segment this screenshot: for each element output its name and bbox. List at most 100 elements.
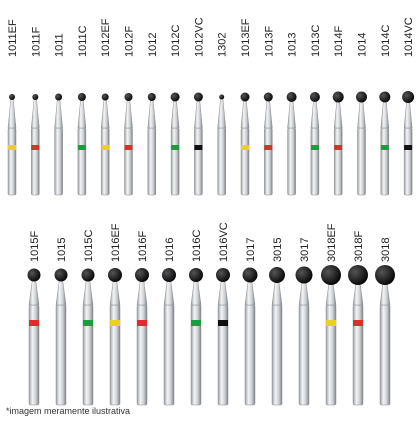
bur-head bbox=[332, 91, 344, 103]
color-band bbox=[380, 145, 389, 150]
bur-neck bbox=[170, 96, 180, 129]
bur-neck bbox=[217, 96, 226, 129]
color-band bbox=[218, 320, 228, 326]
bur-neck bbox=[240, 96, 250, 129]
bur-shank bbox=[310, 127, 320, 196]
bur-head bbox=[170, 92, 180, 102]
bur-code: 3018F bbox=[353, 231, 365, 262]
bur-head bbox=[108, 268, 122, 282]
bur-code: 1013EF bbox=[240, 18, 252, 57]
color-band bbox=[404, 145, 413, 150]
color-band bbox=[83, 320, 93, 326]
color-band bbox=[191, 320, 201, 326]
color-band bbox=[124, 145, 133, 150]
bur-head bbox=[286, 92, 297, 102]
bur-neck bbox=[264, 96, 273, 129]
bur-code: 1011 bbox=[54, 33, 66, 57]
bur-code: 1013C bbox=[310, 25, 322, 57]
bur-head bbox=[295, 266, 313, 284]
bur-neck bbox=[7, 96, 17, 129]
bur-code: 1016C bbox=[191, 230, 203, 262]
bur-head bbox=[81, 268, 95, 282]
bur-code: 1013F bbox=[263, 26, 275, 57]
color-band bbox=[31, 145, 40, 150]
color-band bbox=[241, 145, 249, 150]
bur-shank bbox=[244, 304, 256, 406]
bur-shank bbox=[379, 304, 391, 406]
bur-shank bbox=[55, 304, 67, 406]
footer-note: *imagem meramente ilustrativa bbox=[6, 406, 130, 416]
color-band bbox=[110, 320, 120, 326]
color-band bbox=[8, 145, 16, 150]
bur-head bbox=[193, 92, 203, 102]
bur-head bbox=[32, 94, 39, 100]
bur-neck bbox=[54, 96, 63, 129]
bur-code: 3015 bbox=[272, 238, 284, 262]
bur-head bbox=[147, 93, 156, 101]
color-band bbox=[101, 145, 110, 150]
bur-head bbox=[348, 265, 368, 285]
bur-head bbox=[101, 93, 109, 101]
bur-shank bbox=[217, 127, 226, 196]
bur-code: 1016EF bbox=[110, 223, 122, 262]
bur-neck bbox=[31, 96, 40, 129]
bur-code: 1012VC bbox=[193, 17, 205, 57]
color-band bbox=[137, 320, 147, 326]
color-band bbox=[353, 320, 363, 326]
bur-head bbox=[9, 94, 15, 100]
bur-shank bbox=[357, 127, 366, 196]
color-band bbox=[264, 145, 273, 150]
bur-shank bbox=[380, 127, 390, 196]
bur-code: 1014C bbox=[380, 25, 392, 57]
bur-code: 1016VC bbox=[218, 222, 230, 262]
bur-shank bbox=[77, 127, 87, 196]
bur-code: 1011F bbox=[30, 26, 42, 57]
bur-code: 1014 bbox=[357, 33, 369, 57]
bur-head bbox=[55, 93, 63, 101]
bur-head bbox=[242, 267, 258, 283]
bur-shank bbox=[194, 127, 203, 196]
bur-shank bbox=[170, 127, 180, 196]
bur-head bbox=[263, 92, 273, 102]
color-band bbox=[77, 145, 86, 150]
bur-shank bbox=[298, 304, 310, 406]
bur-head bbox=[240, 92, 250, 102]
bur-head bbox=[162, 268, 176, 282]
bur-head bbox=[27, 268, 41, 282]
bur-neck bbox=[100, 96, 110, 129]
bur-code: 1016F bbox=[137, 231, 149, 262]
color-band bbox=[194, 145, 203, 150]
bur-neck bbox=[147, 96, 157, 129]
color-band bbox=[334, 145, 343, 150]
bur-head bbox=[219, 94, 225, 100]
bur-shank bbox=[403, 127, 413, 196]
bur-head bbox=[135, 268, 149, 282]
bur-head bbox=[77, 93, 86, 101]
color-band bbox=[326, 320, 336, 326]
bur-head bbox=[356, 91, 367, 103]
bur-code: 1012F bbox=[124, 26, 136, 57]
bur-shank bbox=[31, 127, 40, 196]
bur-neck bbox=[77, 96, 87, 129]
bur-head bbox=[54, 268, 68, 282]
bur-code: 1011C bbox=[77, 25, 89, 57]
color-band bbox=[310, 145, 319, 150]
bur-shank bbox=[124, 127, 133, 196]
bur-code: 1012 bbox=[147, 33, 159, 57]
bur-shank bbox=[147, 127, 157, 196]
bur-shank bbox=[287, 127, 296, 196]
bur-code: 1015F bbox=[29, 231, 41, 262]
bur-code: 1016 bbox=[164, 238, 176, 262]
bur-code: 1013 bbox=[287, 33, 299, 57]
bur-code: 1012EF bbox=[100, 18, 112, 57]
bur-code: 1012C bbox=[170, 25, 182, 57]
bur-shank bbox=[240, 127, 250, 196]
bur-code: 1015C bbox=[83, 230, 95, 262]
bur-shank bbox=[54, 127, 63, 196]
bur-code: 1017 bbox=[245, 238, 257, 262]
bur-shank bbox=[333, 127, 343, 196]
bur-code: 3017 bbox=[299, 238, 311, 262]
bur-shank bbox=[163, 304, 175, 406]
bur-head bbox=[379, 91, 391, 103]
